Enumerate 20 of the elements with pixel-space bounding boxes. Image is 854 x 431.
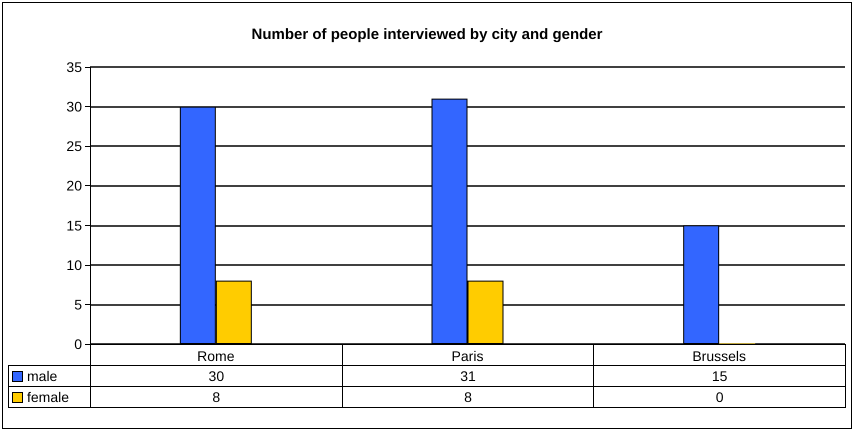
data-label: 15 xyxy=(712,368,728,384)
y-tick-label: 35 xyxy=(66,59,82,75)
y-tick-label: 10 xyxy=(66,256,82,273)
x-tick-label: Rome xyxy=(197,348,235,364)
legend-label: male xyxy=(8,365,91,387)
data-label: 31 xyxy=(460,368,476,384)
x-tick-label: Brussels xyxy=(692,348,746,364)
y-tick-label: 20 xyxy=(66,178,82,194)
data-label: 8 xyxy=(212,389,220,405)
y-tick-label: 5 xyxy=(74,296,82,312)
x-tick-label: Paris xyxy=(452,348,484,364)
chart-title: Number of people interviewed by city and gender xyxy=(252,26,603,43)
y-tick-label: 25 xyxy=(66,138,82,154)
y-tick-label: 30 xyxy=(66,98,82,115)
data-label: 30 xyxy=(208,368,224,384)
data-label: 8 xyxy=(464,389,472,405)
data-label: 0 xyxy=(716,389,724,405)
y-tick-label: 15 xyxy=(66,217,82,234)
legend-label: female xyxy=(8,386,91,408)
y-tick-label: 0 xyxy=(74,336,82,352)
